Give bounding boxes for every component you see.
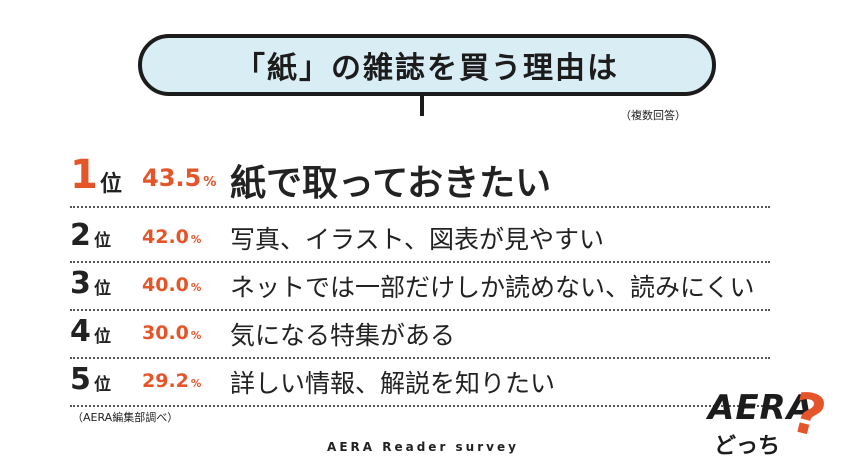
rank-unit: 位 [94,279,111,299]
rank-row: 1 位 43.5% 紙で取っておきたい [70,152,770,208]
rank-unit: 位 [94,231,111,251]
rank-number: 5 [70,362,91,397]
reason-label: 詳しい情報、解説を知りたい [230,369,556,398]
percent-value: 30.0% [142,322,202,344]
bubble-tail [420,94,424,116]
percent-value: 29.2% [142,370,202,392]
survey-caption: AERA Reader survey [327,440,519,454]
rank-number: 3 [70,266,91,301]
row-divider [70,357,770,359]
row-divider [70,206,770,208]
rank-row: 3 位 40.0% ネットでは一部だけしか読めない、読みにくい [70,264,770,311]
logo-word: AERA [708,388,815,428]
title-bubble: 「紙」の雑誌を買う理由は [138,34,716,96]
rank-row: 4 位 30.0% 気になる特集がある [70,312,770,359]
reason-label: 写真、イラスト、図表が見やすい [230,225,605,254]
rank-unit: 位 [94,327,111,347]
rank-row: 5 位 29.2% 詳しい情報、解説を知りたい [70,360,770,407]
rank-number: 2 [70,218,91,253]
row-divider [70,405,770,407]
rank-unit: 位 [100,172,123,197]
rank-row: 2 位 42.0% 写真、イラスト、図表が見やすい [70,216,770,263]
percent-value: 43.5% [142,164,217,192]
reason-label: ネットでは一部だけしか読めない、読みにくい [230,273,755,302]
rank-number: 4 [70,314,91,349]
logo-subword: どっち [714,434,781,459]
multiple-answer-note: （複数回答） [620,109,686,122]
reason-label: 気になる特集がある [230,321,456,350]
percent-value: 42.0% [142,226,202,248]
aera-logo: AERA どっち ? [700,380,840,468]
row-divider [70,309,770,311]
percent-value: 40.0% [142,274,202,296]
chart-title: 「紙」の雑誌を買う理由は [235,51,619,86]
source-note: （AERA編集部調べ） [72,411,179,424]
rank-unit: 位 [94,375,111,395]
row-divider [70,261,770,263]
reason-label: 紙で取っておきたい [230,163,552,204]
rank-number: 1 [70,152,98,198]
